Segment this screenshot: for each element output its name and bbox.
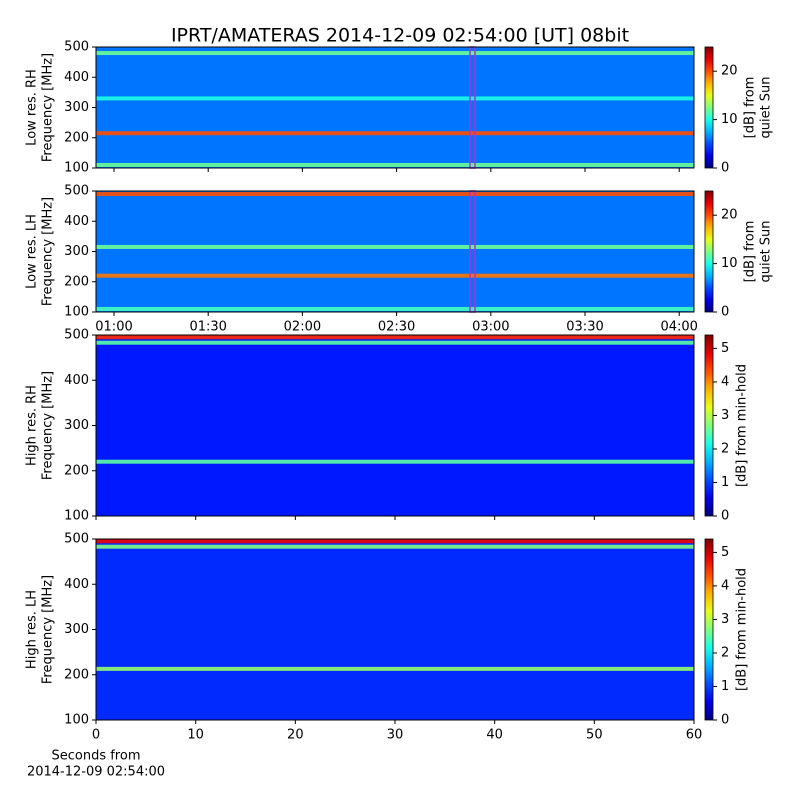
colorbar (704, 538, 714, 721)
x-tick-label: 10 (187, 728, 204, 743)
x-tick-label: 03:30 (566, 320, 603, 335)
x-tick-label: 02:30 (378, 320, 415, 335)
colorbar (704, 334, 714, 517)
x-tick-label: 50 (586, 728, 603, 743)
x-tick-label: 40 (486, 728, 503, 743)
x-axis-label: Seconds from (51, 749, 140, 764)
colorbar-label: [dB] from min-hold (735, 568, 750, 691)
y-tick-label: 100 (64, 305, 89, 320)
y-axis-label: High res. RH (25, 385, 40, 466)
colorbar-tick-label: 20 (721, 64, 738, 79)
colorbar-tick-label: 0 (721, 305, 729, 320)
colorbar-tick-label: 3 (721, 408, 729, 423)
y-axis-label: Frequency [MHz] (41, 197, 56, 306)
x-tick-label: 04:00 (660, 320, 697, 335)
colorbar-label: quiet Sun (759, 76, 774, 138)
y-tick-label: 300 (64, 418, 89, 433)
y-tick-label: 300 (64, 622, 89, 637)
x-tick-label: 01:30 (189, 320, 226, 335)
y-tick-label: 400 (64, 214, 89, 229)
emission-band (96, 244, 694, 249)
colorbar-tick-label: 3 (721, 612, 729, 627)
emission-band (96, 96, 694, 101)
x-tick-label: 30 (387, 728, 404, 743)
colorbar-tick-label: 1 (721, 475, 729, 490)
spectrogram-background (96, 191, 694, 312)
x-tick-label: 02:00 (284, 320, 321, 335)
emission-band (96, 539, 694, 544)
emission-band (96, 340, 694, 345)
colorbar-tick-label: 4 (721, 374, 729, 389)
y-axis-label: Frequency [MHz] (41, 575, 56, 684)
y-tick-label: 500 (64, 328, 89, 343)
y-tick-label: 200 (64, 667, 89, 682)
colorbar-label: [dB] from min-hold (735, 364, 750, 487)
y-tick-label: 300 (64, 244, 89, 259)
colorbar-label: [dB] from (743, 77, 758, 139)
x-tick-label: 0 (92, 728, 100, 743)
emission-band (96, 306, 694, 311)
y-tick-label: 400 (64, 70, 89, 85)
x-tick-label: 60 (686, 728, 703, 743)
y-tick-label: 100 (64, 509, 89, 524)
y-tick-label: 200 (64, 274, 89, 289)
y-axis-label: High res. LH (25, 590, 40, 669)
colorbar-tick-label: 0 (721, 161, 729, 176)
x-tick-label: 20 (287, 728, 304, 743)
colorbar-label: [dB] from (743, 221, 758, 283)
y-tick-label: 300 (64, 100, 89, 115)
colorbar (704, 190, 714, 313)
colorbar-tick-label: 20 (721, 208, 738, 223)
emission-band (96, 131, 694, 136)
emission-band (96, 544, 694, 549)
colorbar-tick-label: 0 (721, 509, 729, 524)
emission-band (96, 335, 694, 340)
colorbar-label: quiet Sun (759, 220, 774, 282)
spectrogram-background (96, 539, 694, 720)
colorbar-tick-label: 10 (721, 256, 738, 271)
y-axis-label: Frequency [MHz] (41, 53, 56, 162)
colorbar-tick-label: 0 (721, 713, 729, 728)
colorbar-tick-label: 2 (721, 441, 729, 456)
colorbar-tick-label: 5 (721, 341, 729, 356)
emission-band (96, 192, 694, 197)
y-tick-label: 500 (64, 532, 89, 547)
colorbar (704, 46, 714, 169)
y-tick-label: 100 (64, 713, 89, 728)
figure-title: IPRT/AMATERAS 2014-12-09 02:54:00 [UT] 0… (171, 25, 629, 47)
colorbar-tick-label: 2 (721, 645, 729, 660)
y-axis-label: Low res. LH (25, 214, 40, 289)
emission-band (96, 666, 694, 671)
spectrogram-background (96, 47, 694, 168)
emission-band (96, 162, 694, 167)
colorbar-tick-label: 10 (721, 112, 738, 127)
y-tick-label: 500 (64, 184, 89, 199)
x-axis-label: 2014-12-09 02:54:00 (27, 765, 165, 780)
y-tick-label: 100 (64, 161, 89, 176)
spectrogram-background (96, 335, 694, 516)
x-tick-label: 01:00 (95, 320, 132, 335)
emission-band (96, 459, 694, 464)
y-tick-label: 400 (64, 577, 89, 592)
x-tick-label: 03:00 (472, 320, 509, 335)
y-axis-label: Frequency [MHz] (41, 371, 56, 480)
y-tick-label: 200 (64, 130, 89, 145)
colorbar-tick-label: 5 (721, 545, 729, 560)
colorbar-tick-label: 1 (721, 679, 729, 694)
colorbar-tick-label: 4 (721, 578, 729, 593)
y-tick-label: 400 (64, 373, 89, 388)
emission-band (96, 273, 694, 278)
y-axis-label: Low res. RH (25, 69, 40, 146)
emission-band (96, 51, 694, 56)
y-tick-label: 500 (64, 40, 89, 55)
y-tick-label: 200 (64, 463, 89, 478)
